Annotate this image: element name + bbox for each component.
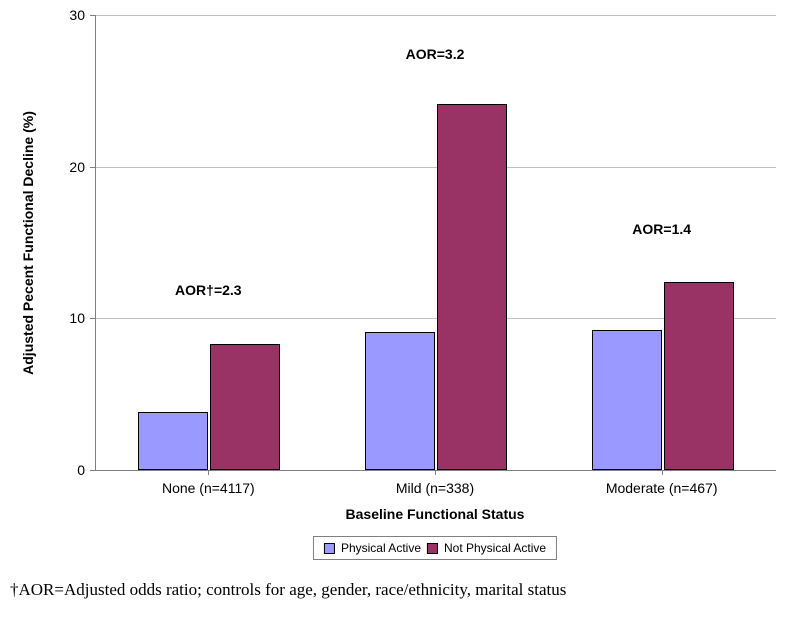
y-tick-label: 10 xyxy=(55,310,85,326)
bar xyxy=(138,412,208,470)
chart-container: Adjusted Pecent Functional Decline (%) B… xyxy=(0,0,800,626)
legend-swatch-1 xyxy=(427,543,438,554)
footnote: †AOR=Adjusted odds ratio; controls for a… xyxy=(10,580,566,600)
y-tick-label: 30 xyxy=(55,7,85,23)
y-tick xyxy=(90,470,95,471)
gridline xyxy=(96,15,776,16)
x-tick xyxy=(435,470,436,475)
bar xyxy=(664,282,734,470)
x-tick-label: Moderate (n=467) xyxy=(606,480,718,496)
gridline xyxy=(96,167,776,168)
legend: Physical Active Not Physical Active xyxy=(313,536,557,560)
plot-area xyxy=(95,15,776,471)
bar xyxy=(365,332,435,470)
y-tick-label: 20 xyxy=(55,159,85,175)
y-tick xyxy=(90,167,95,168)
x-tick xyxy=(662,470,663,475)
y-axis-title: Adjusted Pecent Functional Decline (%) xyxy=(20,111,36,375)
legend-swatch-0 xyxy=(324,543,335,554)
bar xyxy=(437,104,507,470)
bar xyxy=(592,330,662,470)
annotation: AOR†=2.3 xyxy=(175,282,242,298)
y-tick-label: 0 xyxy=(55,462,85,478)
y-tick xyxy=(90,318,95,319)
legend-label-1: Not Physical Active xyxy=(444,541,546,555)
y-tick xyxy=(90,15,95,16)
annotation: AOR=1.4 xyxy=(632,221,691,237)
x-tick-label: Mild (n=338) xyxy=(396,480,474,496)
bar xyxy=(210,344,280,470)
legend-label-0: Physical Active xyxy=(341,541,421,555)
x-tick-label: None (n=4117) xyxy=(162,480,255,496)
x-tick xyxy=(208,470,209,475)
annotation: AOR=3.2 xyxy=(406,46,465,62)
x-axis-title: Baseline Functional Status xyxy=(346,506,525,522)
